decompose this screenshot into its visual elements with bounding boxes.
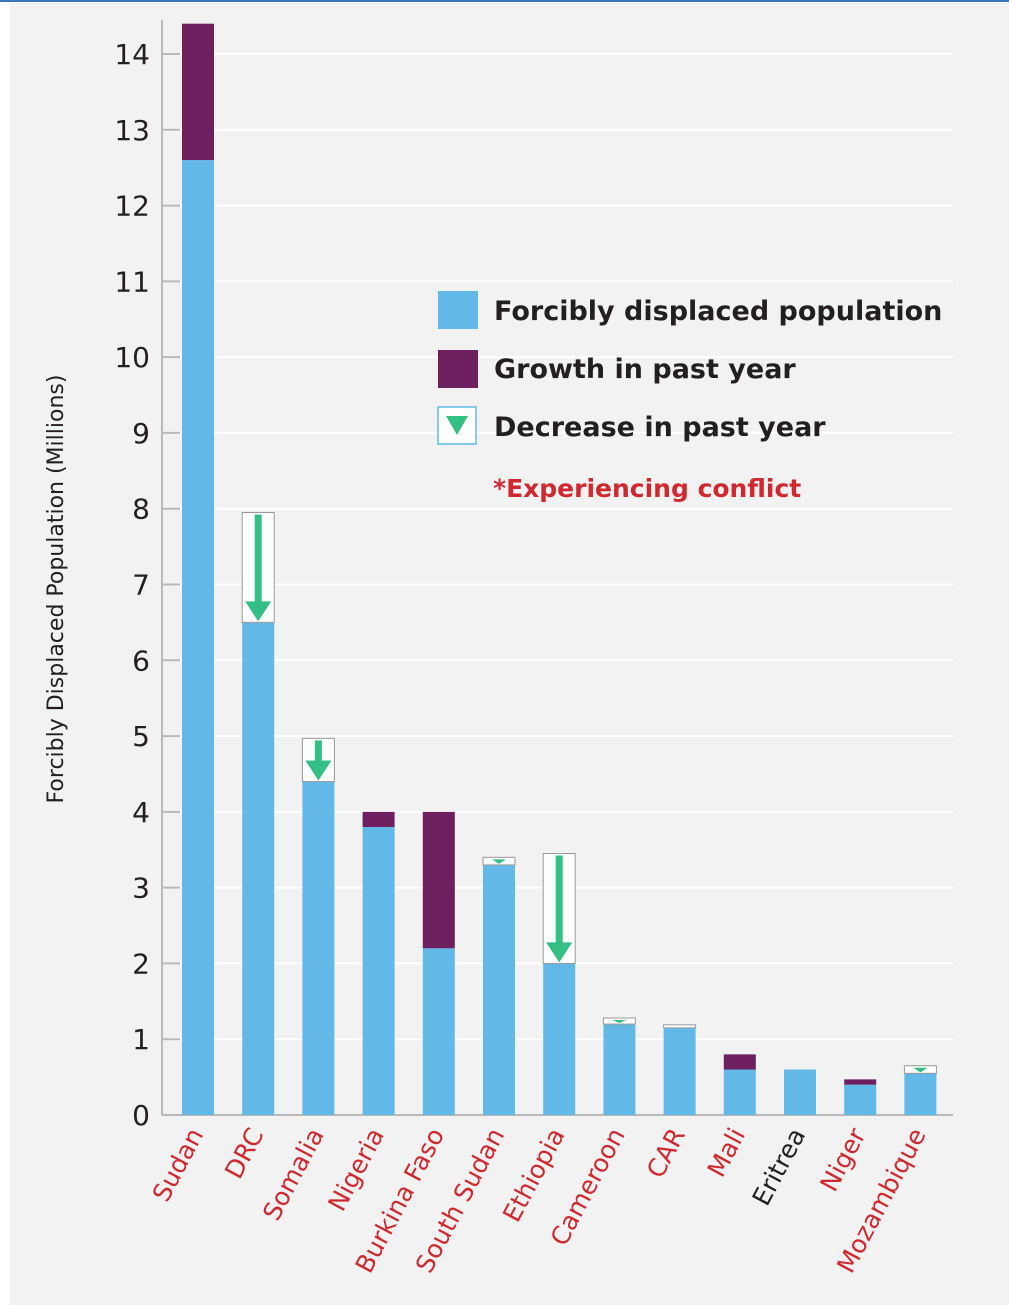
bar-displaced-drc: [242, 622, 275, 1115]
bar-displaced-mozambique: [904, 1073, 937, 1115]
gridlines: [162, 53, 953, 1041]
legend: Forcibly displaced population Growth in …: [437, 291, 942, 503]
bar-displaced-burkina-faso: [422, 948, 455, 1115]
y-tick-label: 13: [114, 114, 150, 147]
down-arrow-icon: [546, 855, 573, 963]
bar-growth-sudan: [182, 23, 214, 161]
x-tick-label-nigeria: Nigeria: [322, 1123, 390, 1216]
x-tick-label-eritrea: Eritrea: [747, 1123, 812, 1210]
down-arrow-icon: [492, 859, 506, 864]
bar-displaced-niger: [844, 1084, 877, 1115]
x-tick-label-niger: Niger: [814, 1123, 871, 1197]
bar-growth-burkina-faso: [422, 811, 455, 949]
down-arrow-icon: [612, 1019, 627, 1024]
bar-displaced-car: [663, 1027, 696, 1115]
legend-label-displaced: Forcibly displaced population: [494, 296, 942, 327]
y-tick-label: 1: [132, 1023, 150, 1056]
bar-displaced-eritrea: [784, 1069, 816, 1115]
legend-down-arrow-icon: [446, 416, 468, 435]
x-tick-label-drc: DRC: [219, 1123, 269, 1183]
conflict-note: *Experiencing conflict: [493, 474, 801, 503]
x-tick-label-mali: Mali: [702, 1123, 751, 1181]
bar-displaced-somalia: [302, 781, 335, 1115]
y-tick-label: 9: [132, 417, 150, 450]
bar-displaced-ethiopia: [543, 963, 576, 1115]
bar-displaced-mali: [723, 1069, 756, 1115]
bar-displaced-cameroon: [603, 1024, 636, 1115]
y-tick-label: 6: [132, 644, 150, 677]
legend-swatch-growth: [438, 350, 478, 388]
y-tick-label: 5: [132, 720, 150, 753]
legend-swatch-displaced: [438, 291, 478, 329]
legend-label-growth: Growth in past year: [494, 354, 796, 385]
y-tick-label: 14: [114, 38, 150, 71]
y-tick-label: 11: [114, 265, 150, 298]
down-arrow-icon: [913, 1067, 928, 1073]
legend-swatch-decrease: [437, 406, 477, 445]
bars: [182, 23, 937, 1116]
top-border: [0, 0, 1009, 2]
bar-growth-mali: [723, 1054, 756, 1070]
y-tick-label: 3: [132, 872, 150, 905]
bar-growth-niger: [844, 1079, 877, 1085]
down-arrow-icon: [245, 514, 272, 622]
y-tick-label: 10: [114, 341, 150, 374]
y-axis-title: Forcibly Displaced Population (Millions): [44, 375, 69, 804]
bar-growth-nigeria: [362, 811, 395, 828]
y-tick-label: 12: [114, 190, 150, 223]
legend-label-decrease: Decrease in past year: [494, 412, 826, 443]
bar-decrease-box-car: [663, 1024, 697, 1029]
x-tick-label-car: CAR: [641, 1123, 691, 1182]
y-tick-label: 4: [132, 796, 150, 829]
x-tick-label-sudan: Sudan: [147, 1123, 210, 1206]
bar-displaced-sudan: [182, 160, 214, 1116]
bar-displaced-south-sudan: [483, 864, 515, 1115]
y-tick-label: 8: [132, 493, 150, 526]
y-tick-label: 7: [132, 569, 150, 602]
bar-displaced-nigeria: [362, 827, 395, 1115]
down-arrow-icon: [305, 740, 332, 781]
y-tick-label: 0: [132, 1099, 150, 1132]
y-tick-label: 2: [132, 947, 150, 980]
